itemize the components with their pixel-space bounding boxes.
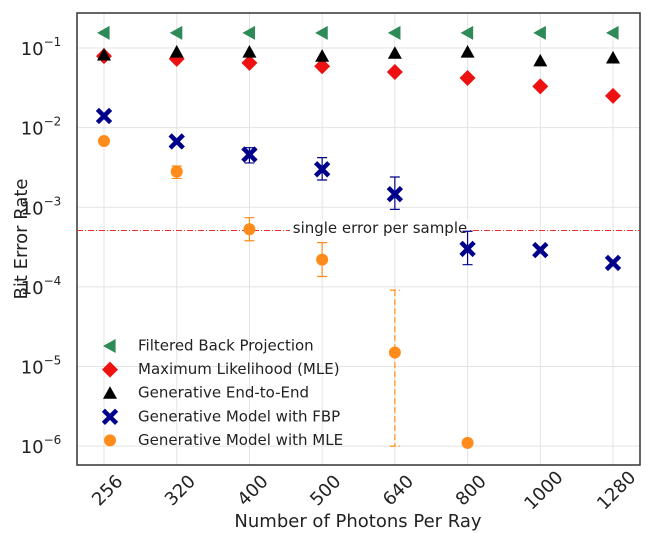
y-tick-label: 10−5	[21, 353, 62, 379]
marker	[606, 50, 620, 64]
marker	[387, 25, 401, 40]
y-tick-base: 10	[21, 437, 44, 458]
marker	[241, 146, 258, 163]
marker	[103, 386, 117, 399]
marker	[459, 240, 476, 258]
x-tick-label: 800	[452, 471, 491, 510]
marker	[242, 45, 257, 58]
error-bar	[389, 289, 400, 447]
marker	[241, 54, 258, 71]
marker	[170, 165, 183, 178]
plot-frame	[76, 12, 641, 466]
y-tick-base: 10	[21, 119, 44, 140]
marker	[532, 241, 549, 259]
legend-label: Generative End-to-End	[138, 384, 309, 402]
marker	[243, 223, 256, 236]
x-tick-label: 1000	[520, 467, 567, 514]
marker	[388, 346, 401, 359]
marker	[605, 87, 621, 104]
y-tick-base: 10	[21, 278, 44, 299]
marker	[97, 25, 110, 40]
legend-label: Filtered Back Projection	[138, 337, 314, 355]
y-tick-exponent: −2	[44, 114, 62, 128]
y-tick-label: 10−2	[21, 114, 62, 140]
marker	[386, 63, 403, 80]
reference-label-bg	[290, 220, 470, 239]
marker	[95, 107, 113, 125]
y-tick-exponent: −3	[44, 194, 62, 208]
marker	[169, 25, 183, 40]
marker	[606, 25, 619, 40]
marker	[169, 45, 184, 58]
marker	[316, 253, 329, 266]
y-tick-exponent: −1	[44, 34, 62, 48]
y-tick-exponent: −6	[44, 433, 62, 447]
legend-label: Generative Model with FBP	[138, 407, 340, 425]
marker	[533, 53, 548, 67]
marker	[102, 361, 118, 378]
marker	[533, 25, 546, 40]
marker	[460, 45, 475, 58]
marker	[168, 133, 185, 150]
marker	[313, 161, 331, 178]
reference-label: single error per sample	[293, 219, 467, 237]
marker	[315, 49, 330, 62]
marker	[242, 25, 256, 40]
marker	[104, 434, 116, 447]
marker	[314, 58, 331, 75]
marker	[459, 69, 476, 86]
y-tick-exponent: −5	[44, 353, 62, 367]
x-tick-label: 640	[379, 471, 418, 510]
marker	[103, 339, 116, 353]
x-axis-label: Number of Photons Per Ray	[234, 511, 482, 532]
x-tick-label: 400	[234, 471, 273, 510]
legend-label: Maximum Likelihood (MLE)	[138, 360, 340, 378]
y-tick-label: 10−1	[21, 34, 62, 60]
marker	[98, 134, 110, 147]
x-tick-label: 320	[161, 471, 200, 510]
x-tick-label: 1280	[593, 467, 640, 514]
y-tick-base: 10	[21, 358, 44, 379]
y-tick-label: 10−3	[21, 194, 62, 220]
x-tick-label: 500	[306, 471, 345, 510]
marker	[461, 436, 474, 449]
y-tick-base: 10	[21, 198, 44, 219]
marker	[101, 408, 119, 425]
marker	[532, 78, 549, 95]
x-tick-label: 256	[88, 471, 127, 510]
y-tick-exponent: −4	[44, 273, 62, 287]
y-axis-label: Bit Error Rate	[11, 179, 32, 300]
marker	[315, 25, 328, 40]
marker	[460, 25, 474, 40]
legend-label: Generative Model with MLE	[138, 431, 343, 449]
marker	[604, 254, 622, 272]
y-tick-label: 10−6	[21, 433, 62, 459]
marker	[386, 185, 404, 203]
marker	[387, 46, 402, 59]
y-tick-base: 10	[21, 39, 44, 60]
marker	[97, 47, 111, 61]
y-tick-label: 10−4	[21, 273, 62, 299]
